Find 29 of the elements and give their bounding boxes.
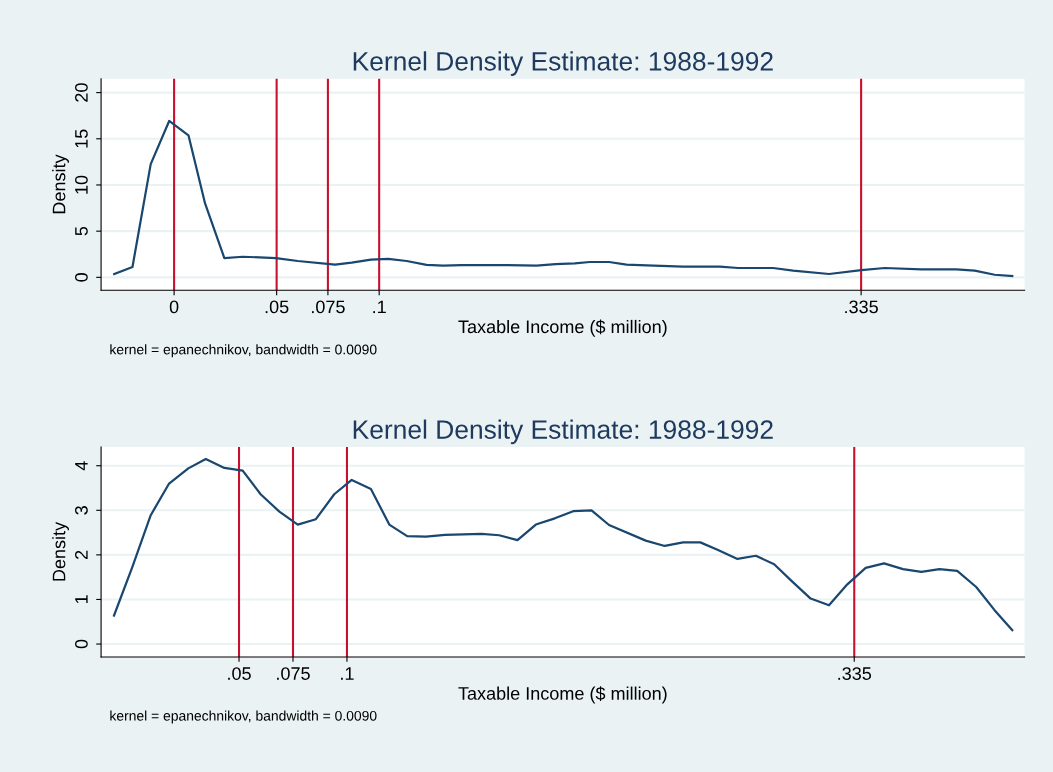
x-tick-label: .05 (265, 300, 289, 314)
x-tick-label: .075 (311, 300, 345, 314)
x-tick-label: .075 (277, 667, 310, 680)
x-tick-label: .335 (838, 667, 872, 680)
y-tick-label: 3 (75, 506, 88, 515)
y-tick-label: 1 (75, 595, 88, 604)
y-tick-label: 2 (75, 550, 88, 559)
text: kernel = epanechnikov, bandwidth = 0.0090 (110, 710, 377, 724)
y-tick-label: 5 (75, 226, 88, 236)
y-tick-label: 4 (75, 461, 88, 471)
y-axis-title: Density (52, 154, 69, 214)
y-tick-label: 0 (75, 639, 88, 649)
y-tick-label: 0 (75, 273, 88, 282)
line-series (113, 119, 1014, 278)
text: kernel = epanechnikov, bandwidth = 0.0090 (110, 344, 377, 358)
y-tick-label: 20 (75, 83, 88, 102)
x-tick-label: .05 (228, 667, 251, 680)
y-tick-label: 10 (75, 175, 88, 194)
chart-title: Kernel Density Estimate: 1988-1992 (353, 51, 773, 76)
x-axis-title: Taxable Income ($ million) (458, 686, 667, 704)
x-tick-label: 0 (169, 300, 179, 314)
y-tick-label: 15 (75, 129, 88, 148)
x-tick-label: .1 (373, 300, 386, 314)
x-tick-label: .335 (845, 300, 878, 314)
line-series (112, 457, 1014, 632)
x-axis-title: Taxable Income ($ million) (458, 319, 667, 337)
chart-title: Kernel Density Estimate: 1988-1992 (353, 419, 773, 445)
x-tick-label: .1 (341, 667, 354, 680)
y-axis-title: Density (52, 521, 69, 581)
